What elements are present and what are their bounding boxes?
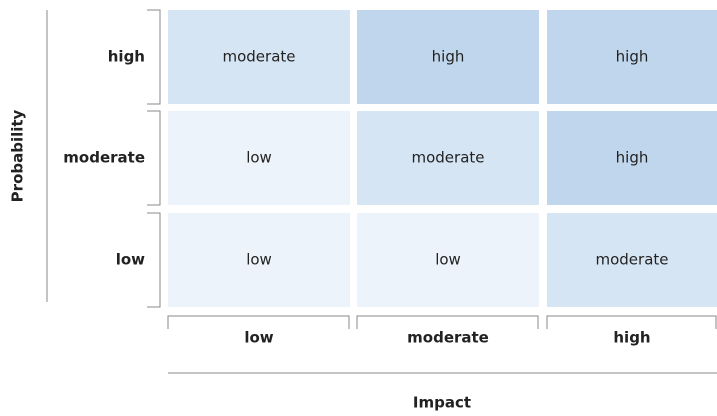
risk-cell — [168, 213, 350, 307]
y-axis-title: Probability — [9, 109, 27, 202]
cell-label: moderate — [411, 149, 484, 167]
cell-label: low — [246, 149, 272, 167]
row-label: high — [108, 48, 145, 66]
column-bracket — [546, 315, 717, 329]
column-label: low — [244, 329, 273, 347]
column-label: moderate — [407, 329, 489, 347]
cell-label: moderate — [595, 251, 668, 269]
row-bracket — [147, 212, 161, 308]
risk-cell — [357, 111, 539, 205]
risk-cell — [547, 111, 717, 205]
row-bracket — [147, 9, 161, 105]
row-label: low — [116, 251, 145, 269]
cell-label: moderate — [222, 48, 295, 66]
row-label: moderate — [63, 149, 145, 167]
risk-cell — [168, 111, 350, 205]
risk-cell — [547, 10, 717, 104]
row-bracket — [147, 110, 161, 206]
column-bracket — [167, 315, 350, 329]
cell-label: low — [435, 251, 461, 269]
cell-label: high — [432, 48, 465, 66]
risk-cell — [547, 213, 717, 307]
risk-cell — [357, 10, 539, 104]
x-axis-title: Impact — [413, 394, 471, 412]
cell-label: high — [616, 48, 649, 66]
risk-cell — [168, 10, 350, 104]
column-label: high — [613, 329, 650, 347]
cell-label: low — [246, 251, 272, 269]
risk-cell — [357, 213, 539, 307]
cell-label: high — [616, 149, 649, 167]
column-bracket — [356, 315, 539, 329]
